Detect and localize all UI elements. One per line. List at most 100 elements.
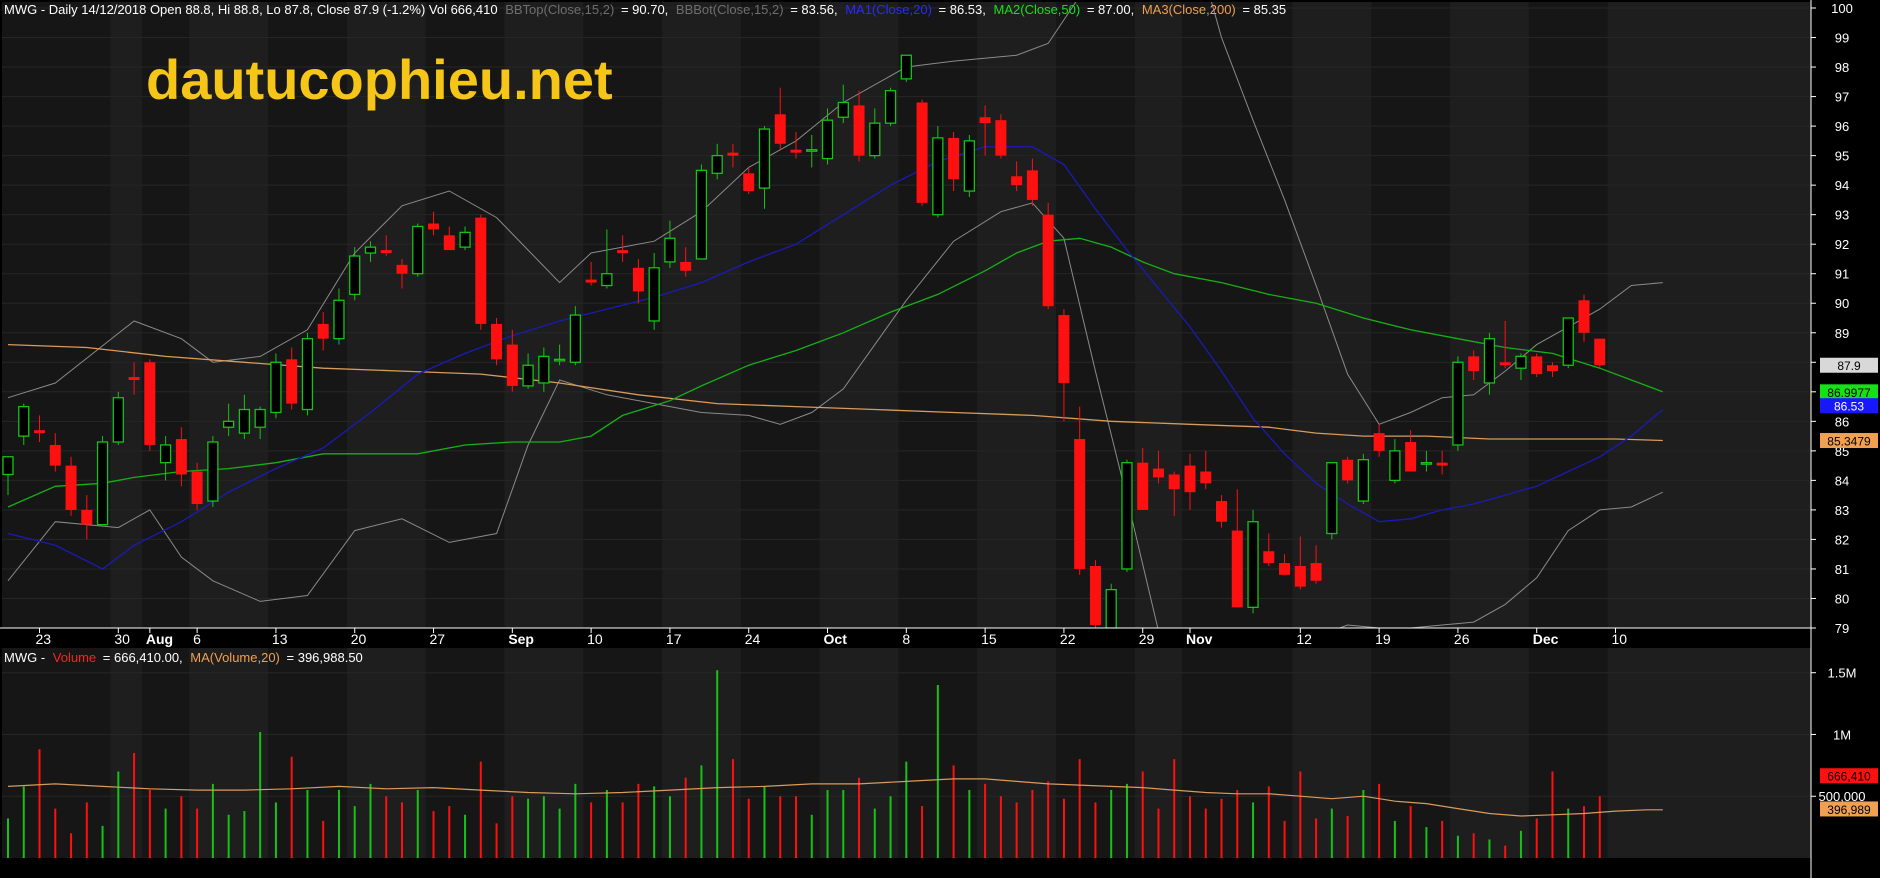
candle-body-up [711,154,723,174]
volume-name: Volume [53,650,96,665]
candle-body-down [1594,338,1606,366]
candle-body-down [1184,465,1196,493]
watermark-logo: dautucophieu.net [146,48,613,111]
price-y-tick-label: 84 [1835,473,1849,488]
candle-body-down [144,362,156,445]
price-y-tick-label: 95 [1835,149,1849,164]
volume-y-tick-label: 1M [1833,727,1851,742]
candle-body-up [601,273,613,287]
date-tick-label: 15 [981,631,997,647]
price-y-tick-label: 79 [1835,621,1849,636]
volume-header-prefix: MWG - [4,650,45,665]
candle-body-up [963,140,976,192]
price-stripe [1607,2,1811,628]
candle-body-down [1074,439,1086,569]
date-tick-label: 10 [1612,631,1628,647]
date-tick-label: Nov [1186,631,1213,647]
candle-body-down [1168,474,1180,490]
candle-body-up [1389,450,1401,482]
price-y-tick-label: 81 [1835,562,1849,577]
bbbot-value: = 83.56, [790,2,837,17]
candles [2,54,1606,628]
volume-value: = 666,410.00, [103,650,183,665]
candle-body-up [569,314,582,363]
candle-body-up [522,364,534,387]
candle-body-up [695,169,708,260]
candle-body-down [475,217,487,324]
candle-body-up [884,90,897,124]
candle-body-down [396,264,408,274]
candle-body-down [585,279,597,283]
candle-body-up [270,361,282,414]
date-tick-label: Oct [824,631,848,647]
candle-body-up [932,137,944,216]
price-y-tick-label: 94 [1835,178,1849,193]
candle-body-down [1436,462,1448,466]
candle-body-down [491,323,503,360]
candle-body-down [175,439,187,475]
candle-body-down [506,344,518,386]
price-stripe [1134,2,1183,628]
candle-body-down [443,235,455,251]
candle-body-up [238,408,251,434]
value-tag-label: 87.9 [1837,359,1861,373]
price-stripe [189,2,269,628]
volume-stripe [110,648,142,858]
price-header: MWG - Daily 14/12/2018 Open 88.8, Hi 88.… [4,2,1286,17]
candle-body-up [222,420,235,428]
volume-ma-line [7,778,1663,817]
price-y-tick-label: 80 [1835,591,1849,606]
candle-body-down [853,105,865,156]
date-tick-label: Dec [1533,631,1559,647]
candle-body-up [412,225,424,275]
value-tag-label: 86.53 [1834,400,1864,414]
candle-body-down [790,149,802,153]
value-tag [1820,398,1878,414]
price-y-tick-label: 98 [1835,60,1849,75]
price-y-tick-label: 83 [1835,503,1849,518]
bbtop-name: BBTop(Close,15,2) [505,2,614,17]
candle-body-up [1121,462,1133,570]
date-tick-label: 19 [1375,631,1391,647]
price-grid [2,7,1811,629]
candle-body-down [1578,300,1590,333]
candle-body-up [333,299,345,340]
ma1-value: = 86.53, [939,2,986,17]
price-y-tick-label: 99 [1835,31,1849,46]
date-tick-label: 24 [745,631,761,647]
candle-body-up [1326,462,1338,535]
price-y-tick-label: 82 [1835,532,1849,547]
date-tick-label: 29 [1139,631,1155,647]
candle-body-down [1231,530,1243,608]
volume-y-tick-label: 500,000 [1819,789,1866,804]
candle-body-up [1483,338,1496,384]
candle-body-down [727,152,739,156]
volume-bars [7,670,1601,858]
candle-body-down [1310,563,1322,581]
volume-y-axis: 500,000 1M 1.5M [1811,666,1866,804]
date-tick-label: 26 [1454,631,1470,647]
candle-body-up [2,456,14,476]
date-tick-label: 13 [272,631,288,647]
candle-body-down [617,250,629,254]
candle-body-up [821,119,834,160]
value-tag-label: 396,989 [1827,803,1871,817]
candle-body-up [96,441,109,526]
date-axis: 23 30 Aug 6 13 20 27 Sep 10 17 24 Oct 8 15 22 29 Nov 12 19… [36,628,1628,647]
candle-body-down [65,465,77,510]
candle-body-down [774,114,786,144]
candle-body-up [1247,521,1259,608]
bollinger-top-line [7,2,1663,425]
ma3-name: MA3(Close,200) [1142,2,1236,17]
candle-body-down [128,377,140,380]
price-y-tick-label: 86 [1835,414,1849,429]
value-tag-label: 666,410 [1827,770,1871,784]
candle-body-down [1216,501,1228,522]
candle-body-up [664,237,676,263]
date-tick-label: 10 [587,631,603,647]
date-tick-label: 23 [36,631,52,647]
candle-body-down [1263,551,1275,564]
price-y-tick-label: 91 [1835,267,1849,282]
candle-body-down [317,323,329,339]
